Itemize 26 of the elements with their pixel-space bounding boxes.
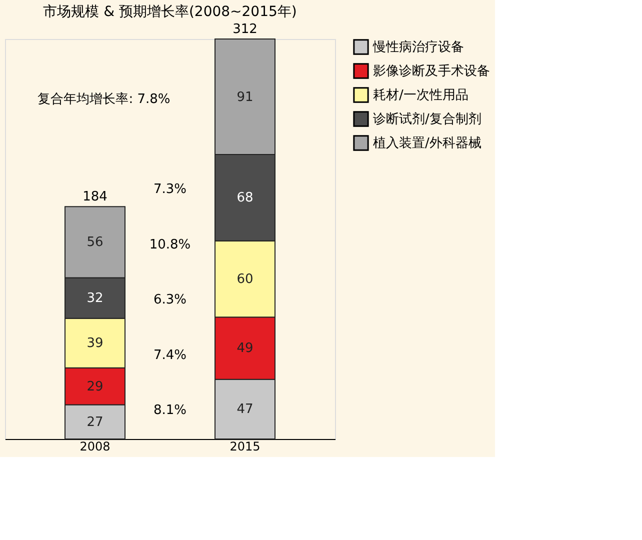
legend-label: 耗材/一次性用品 — [373, 88, 468, 103]
data-label: 68 — [236, 190, 254, 206]
legend-label: 影像诊断及手术设备 — [373, 64, 490, 79]
data-label: 60 — [236, 272, 254, 287]
total-label: 184 — [82, 190, 108, 205]
data-label: 39 — [86, 336, 104, 352]
annotation: 8.1% — [153, 403, 187, 418]
data-label: 91 — [236, 90, 254, 105]
x-tick-label: 2008 — [80, 440, 110, 454]
data-label: 47 — [236, 402, 254, 418]
annotation: 10.8% — [149, 237, 191, 252]
x-tick-label: 2015 — [230, 440, 260, 454]
data-label: 27 — [86, 414, 104, 430]
data-label: 32 — [86, 291, 104, 306]
annotation: 6.3% — [153, 292, 187, 308]
legend-label: 慢性病治疗设备 — [372, 40, 464, 55]
chart-title: 市场规模 & 预期增长率(2008~2015年) — [43, 4, 297, 20]
annotation: 7.4% — [153, 348, 187, 363]
annotation: 复合年均增长率: 7.8% — [38, 91, 170, 107]
legend-label: 诊断试剂/复合制剂 — [373, 111, 482, 127]
annotation: 7.3% — [153, 182, 187, 197]
total-label: 312 — [232, 22, 258, 37]
legend-label: 植入装置/外科器械 — [373, 136, 482, 151]
data-label: 56 — [86, 235, 104, 250]
data-label: 29 — [86, 379, 104, 394]
data-label: 49 — [236, 341, 254, 356]
